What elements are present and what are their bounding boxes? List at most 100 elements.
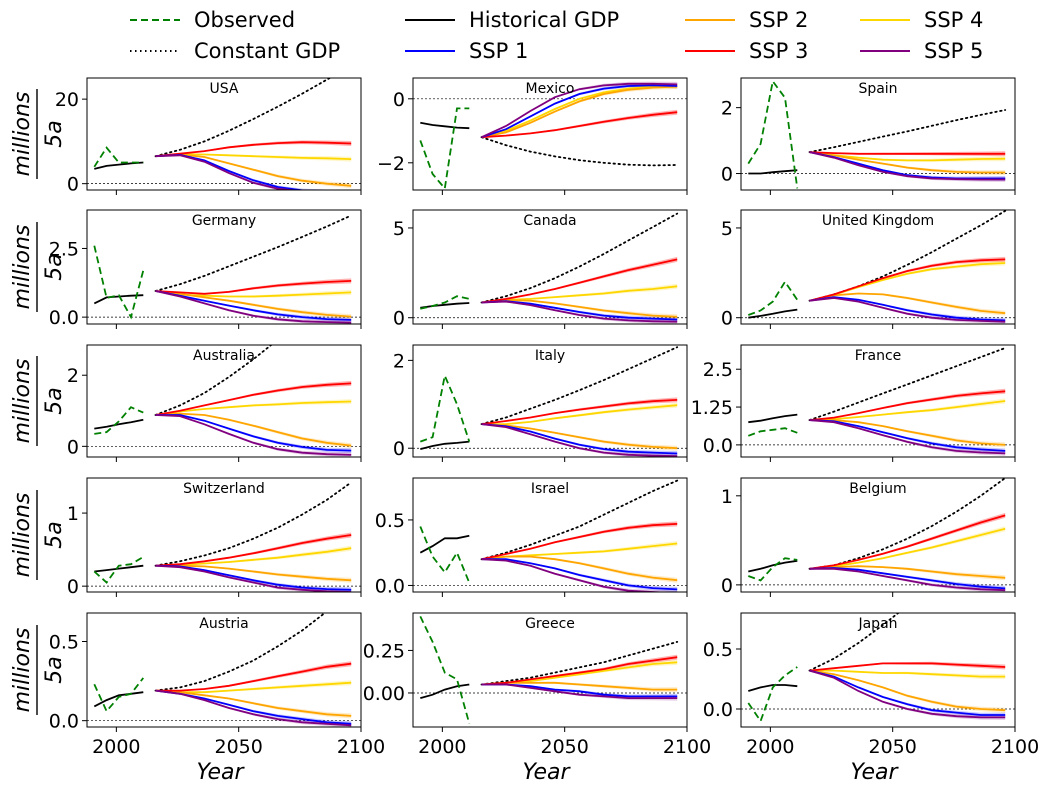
x-tick-label: 2100 bbox=[337, 736, 385, 758]
y-label-denominator: 5a bbox=[42, 521, 67, 548]
series-ssp-5 bbox=[481, 300, 678, 323]
axes-frame bbox=[86, 209, 362, 325]
legend-item-ssp-1: SSP 1 bbox=[405, 39, 528, 63]
band-ssp-4 bbox=[155, 545, 352, 566]
series-observed bbox=[419, 616, 471, 724]
y-tick-label: 0 bbox=[67, 174, 79, 196]
series-ssp-5 bbox=[155, 414, 352, 456]
series-constant-gdp bbox=[480, 136, 679, 167]
legend-item-observed: Observed bbox=[130, 8, 295, 32]
y-tick-label: 2 bbox=[393, 350, 405, 372]
x-tick-label: 2100 bbox=[991, 736, 1039, 758]
series-constant-gdp bbox=[480, 641, 679, 686]
y-tick-label: 0.00 bbox=[363, 683, 405, 705]
series-historical-gdp bbox=[420, 121, 470, 130]
series-ssp-3 bbox=[809, 514, 1006, 570]
band-ssp-2 bbox=[481, 299, 678, 320]
y-label-numerator: millions bbox=[10, 493, 35, 578]
legend: Observed Constant GDP Historical GDP SSP 1 S… bbox=[130, 8, 983, 63]
panel-title: Spain bbox=[858, 81, 897, 97]
series-ssp-5 bbox=[809, 151, 1006, 181]
series-ssp-1 bbox=[155, 153, 312, 190]
series-ssp-5 bbox=[809, 669, 1006, 719]
series-constant-gdp bbox=[480, 479, 679, 561]
x-tick-label: 2050 bbox=[214, 736, 262, 758]
y-label-numerator: millions bbox=[10, 92, 35, 177]
band-ssp-4 bbox=[155, 153, 352, 162]
series-historical-gdp bbox=[748, 413, 798, 424]
series-ssp-3 bbox=[809, 151, 1006, 155]
series-ssp-3 bbox=[481, 399, 678, 425]
y-label-numerator: millions bbox=[10, 628, 35, 713]
band-ssp-4 bbox=[481, 402, 678, 425]
plot-area bbox=[741, 79, 1015, 189]
series-ssp-5 bbox=[809, 567, 1006, 592]
y-tick-label: 0 bbox=[393, 89, 405, 111]
panel-title: Italy bbox=[535, 348, 565, 364]
series-observed bbox=[419, 526, 471, 584]
panel-title: Austria bbox=[199, 616, 248, 632]
axes-frame bbox=[86, 477, 362, 593]
series-ssp-1 bbox=[481, 84, 678, 139]
band-ssp-2 bbox=[155, 565, 352, 583]
y-tick-label: 1.25 bbox=[691, 397, 733, 419]
band-ssp-5 bbox=[809, 670, 1006, 720]
series-ssp-2 bbox=[809, 292, 1006, 315]
series-observed bbox=[747, 427, 798, 437]
series-constant-gdp bbox=[808, 109, 1007, 153]
panel-italy: Italy 0 2 bbox=[393, 344, 688, 462]
panel-switzerland: Switzerland 0 1 millions 5a bbox=[10, 477, 362, 598]
plot-area bbox=[413, 346, 687, 457]
plot-area bbox=[741, 347, 1015, 456]
legend-label: Constant GDP bbox=[194, 39, 340, 63]
series-ssp-3 bbox=[155, 280, 352, 295]
band-ssp-1 bbox=[155, 414, 352, 454]
legend-item-ssp-5: SSP 5 bbox=[860, 39, 983, 63]
series-observed bbox=[747, 79, 799, 189]
plot-area bbox=[741, 613, 1015, 723]
axes-frame bbox=[740, 612, 1016, 728]
panel-australia: Australia 0 2 millions 5a bbox=[10, 344, 362, 462]
series-observed bbox=[93, 146, 144, 168]
series-observed bbox=[93, 677, 145, 713]
band-ssp-5 bbox=[155, 415, 352, 457]
legend-label: Historical GDP bbox=[469, 8, 619, 32]
plot-area bbox=[87, 345, 361, 457]
panel-france: France 0.0 1.25 2.5 bbox=[691, 344, 1016, 462]
x-axis-label: Year bbox=[850, 760, 899, 785]
y-axis-label: millions 5a bbox=[10, 222, 67, 312]
legend-item-historical-gdp: Historical GDP bbox=[405, 8, 619, 32]
panel-title: Belgium bbox=[849, 481, 906, 497]
legend-label: SSP 5 bbox=[924, 39, 983, 63]
panel-title: Germany bbox=[192, 213, 256, 229]
series-ssp-4 bbox=[155, 681, 352, 694]
series-ssp-2 bbox=[155, 290, 352, 318]
legend-item-ssp-4: SSP 4 bbox=[860, 8, 983, 32]
panel-usa: USA 0 20 millions 5a bbox=[10, 77, 362, 196]
y-axis-label: millions 5a bbox=[10, 625, 67, 715]
y-label-denominator: 5a bbox=[42, 253, 67, 280]
band-ssp-3 bbox=[155, 278, 352, 295]
band-ssp-1 bbox=[155, 154, 352, 190]
y-tick-label: −2 bbox=[377, 153, 405, 175]
y-tick-label: 0 bbox=[721, 164, 733, 186]
axes-frame bbox=[412, 344, 688, 458]
y-tick-label: 0.0 bbox=[375, 575, 405, 597]
y-tick-label: 0.0 bbox=[49, 307, 79, 329]
y-tick-label: 1 bbox=[67, 503, 79, 525]
axes-frame bbox=[740, 344, 1016, 458]
y-tick-label: 0 bbox=[721, 308, 733, 330]
y-tick-label: 0.5 bbox=[703, 639, 733, 661]
legend-label: SSP 1 bbox=[469, 39, 528, 63]
legend-item-ssp-3: SSP 3 bbox=[685, 39, 808, 63]
panel-mexico: Mexico −2 0 bbox=[377, 77, 688, 195]
series-ssp-1 bbox=[809, 567, 1006, 590]
series-observed bbox=[420, 295, 470, 310]
series-historical-gdp bbox=[93, 691, 144, 708]
series-ssp-4 bbox=[809, 400, 1006, 421]
y-tick-label: 0.0 bbox=[703, 435, 733, 457]
axes-frame bbox=[412, 77, 688, 191]
plot-area bbox=[87, 613, 361, 727]
y-tick-label: 0 bbox=[67, 576, 79, 598]
series-ssp-1 bbox=[809, 296, 1006, 322]
